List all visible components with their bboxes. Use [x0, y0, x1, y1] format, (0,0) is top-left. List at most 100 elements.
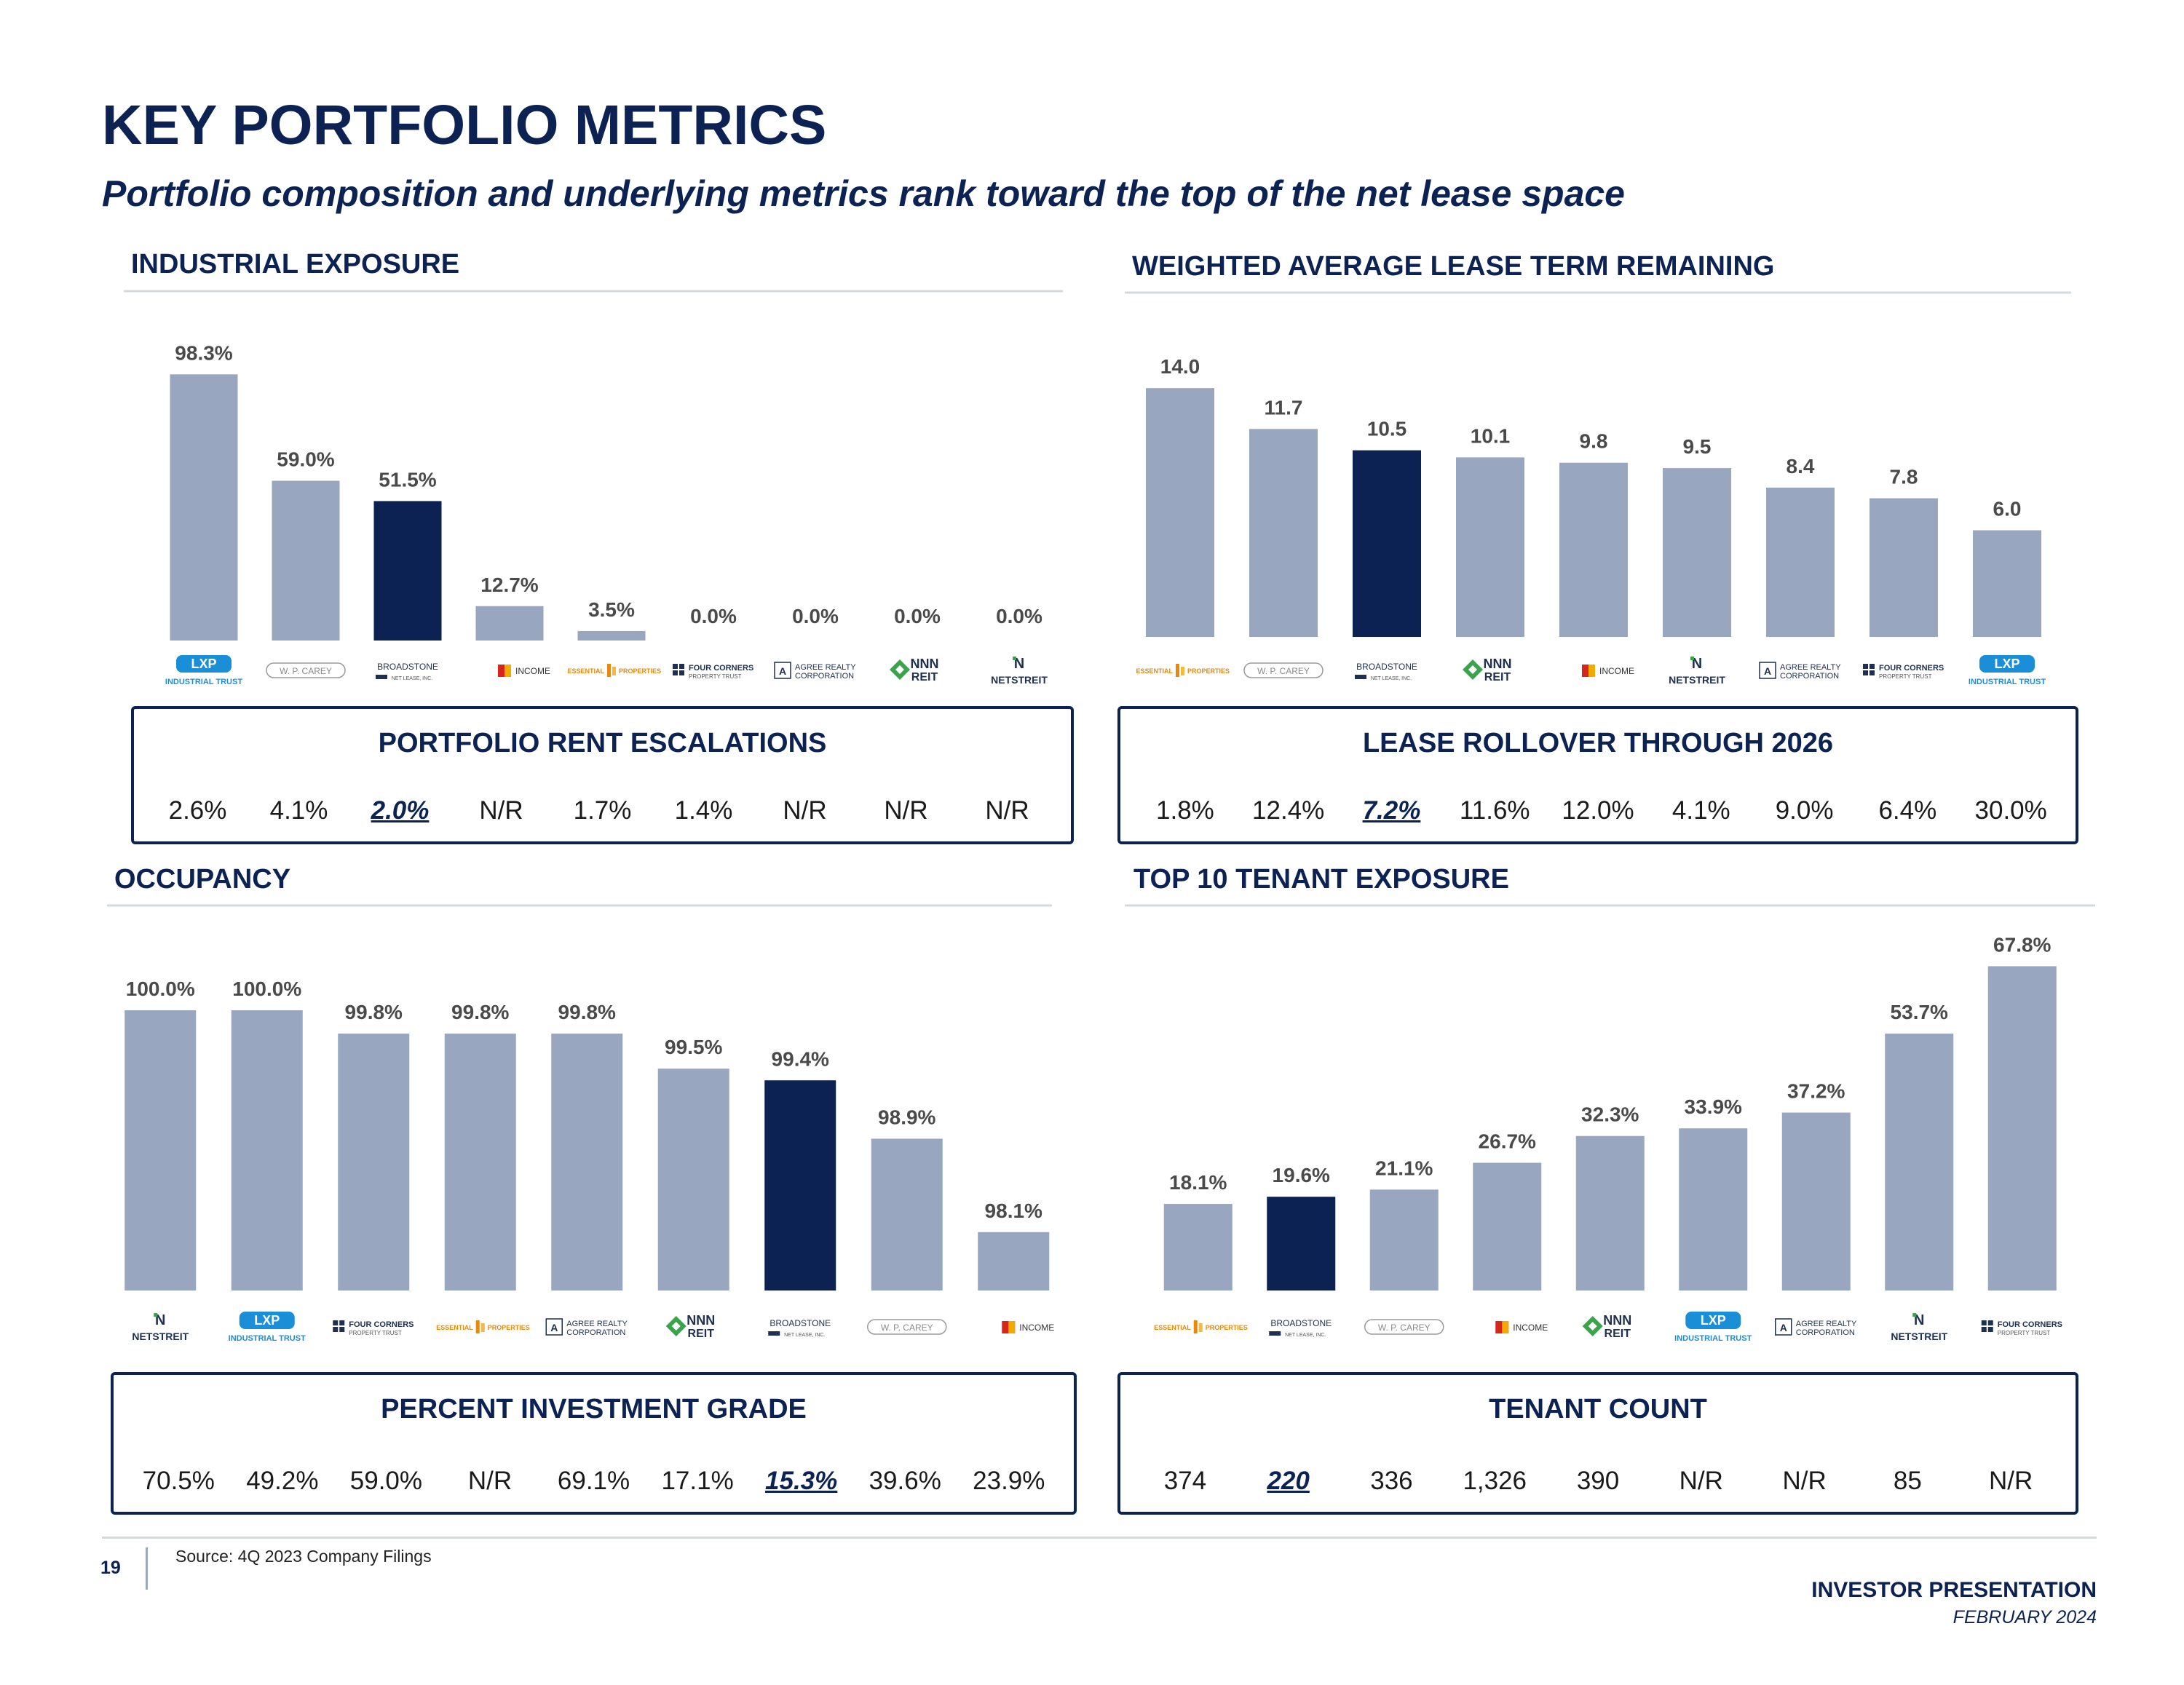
bar-value-label: 98.1% — [985, 1200, 1042, 1222]
nnn-mark-inner — [895, 665, 904, 674]
agree-mark-letter: A — [1780, 1322, 1787, 1333]
netstreit-mark-accent — [154, 1313, 158, 1317]
nnn-logo-text-b: REIT — [1484, 671, 1511, 683]
bar — [1267, 1197, 1336, 1290]
bar-value-label: 33.9% — [1685, 1095, 1742, 1118]
bar-value-label: 9.5 — [1683, 435, 1712, 458]
metric-value: 85 — [1893, 1467, 1922, 1495]
fourcorners-mark-4 — [679, 670, 684, 675]
agree-mark — [1775, 1318, 1792, 1336]
netstreit-mark: N — [1014, 656, 1024, 672]
metric-box-rent-escalations: PORTFOLIO RENT ESCALATIONS 2.6% 4.1% 2.0% N… — [131, 706, 1074, 844]
wpc-logo-text: W. P. CAREY — [881, 1323, 933, 1333]
metric-title: PORTFOLIO RENT ESCALATIONS — [378, 728, 827, 758]
agree-mark — [1759, 662, 1776, 679]
agree-logo-text-b: CORPORATION — [1796, 1328, 1855, 1337]
fourcorners-mark-2 — [1870, 664, 1875, 669]
brand-title: INVESTOR PRESENTATION — [1811, 1578, 2097, 1602]
nnn-logo-text-a: NNN — [1484, 657, 1512, 671]
fourcorners-mark-4 — [1870, 670, 1875, 675]
lxp-logo: LXP INDUSTRIAL TRUST — [1674, 1312, 1752, 1343]
broadstone-logo-text: BROADSTONE — [1270, 1318, 1332, 1328]
bar-value-label: 26.7% — [1479, 1130, 1536, 1153]
metric-value: N/R — [985, 796, 1029, 825]
realty-logo-text-b: INCOME — [1019, 1323, 1054, 1333]
broadstone-logo: BROADSTONE NET LEASE, INC. — [1355, 662, 1417, 681]
realty-logo-text-b: INCOME — [1599, 666, 1634, 676]
bar-value-label: 12.7% — [480, 574, 538, 596]
bar — [764, 1080, 836, 1290]
fourcorners-mark-1 — [673, 664, 678, 669]
metric-value: N/R — [1782, 1467, 1827, 1495]
bar — [1663, 468, 1731, 637]
bar-value-label: 99.8% — [558, 1001, 616, 1023]
fourcorners-mark-1 — [1863, 664, 1868, 669]
bar — [1559, 462, 1628, 637]
fourcorners-mark-3 — [1863, 670, 1868, 675]
source-note: Source: 4Q 2023 Company Filings — [175, 1547, 432, 1566]
metric-value: 1.7% — [573, 796, 632, 825]
metric-value: 30.0% — [1974, 796, 2047, 825]
metric-value: 1.8% — [1156, 796, 1214, 825]
realty-mark-accent — [1008, 1321, 1016, 1333]
fourcorners-logo-text-a: FOUR CORNERS — [1998, 1320, 2062, 1329]
chart-2: OCCUPANCY 100.0% 100.0% 99.8% 99.8% 99.8% 99.5… — [107, 864, 1052, 1290]
lxp-logo-text: LXP — [1701, 1313, 1726, 1328]
bar-value-label: 99.8% — [451, 1001, 509, 1023]
fourcorners-mark-2 — [679, 664, 684, 669]
broadstone-mark — [376, 675, 387, 679]
metric-title: PERCENT INVESTMENT GRADE — [381, 1394, 807, 1424]
metric-value: N/R — [884, 796, 928, 825]
lxp-logo-subtext: INDUSTRIAL TRUST — [1969, 678, 2046, 686]
bar-value-label: 37.2% — [1787, 1080, 1845, 1103]
page-number: 19 — [100, 1558, 121, 1578]
essential-logo-text-a: ESSENTIAL — [567, 667, 604, 675]
wpc-logo-text: W. P. CAREY — [1378, 1323, 1431, 1333]
nnn-logo-text-a: NNN — [911, 657, 939, 671]
netstreit-logo: N NETSTREIT — [1891, 1312, 1947, 1342]
metric-value: 220 — [1267, 1467, 1310, 1495]
bar — [1353, 450, 1421, 637]
realty-logo-text-b: INCOME — [515, 666, 550, 676]
lxp-logo: LXP INDUSTRIAL TRUST — [229, 1312, 306, 1343]
netstreit-logo: N NETSTREIT — [1669, 656, 1725, 686]
nnn-logo-text-a: NNN — [687, 1313, 715, 1328]
bar — [1781, 1112, 1851, 1290]
page-title: KEY PORTFOLIO METRICS — [102, 94, 827, 156]
fourcorners-mark-3 — [1981, 1327, 1987, 1332]
essential-mark — [475, 1320, 480, 1333]
lxp-logo-text: LXP — [254, 1313, 280, 1328]
wpc-logo: W. P. CAREY — [266, 662, 346, 678]
agree-mark — [545, 1318, 563, 1336]
metric-value: 1.4% — [674, 796, 733, 825]
bar — [1473, 1162, 1542, 1290]
page-subtitle: Portfolio composition and underlying met… — [102, 173, 1625, 214]
footer-divider — [102, 1537, 2097, 1539]
presentation-brand: INVESTOR PRESENTATION FEBRUARY 2024 — [1811, 1578, 2097, 1628]
bar — [1766, 487, 1835, 637]
lxp-logo-text: LXP — [191, 657, 216, 671]
metric-value: N/R — [783, 796, 827, 825]
fourcorners-mark-2 — [339, 1320, 345, 1325]
agree-logo-text-a: AGREE REALTY — [1796, 1320, 1857, 1328]
essential-mark — [607, 664, 611, 677]
bar — [1456, 457, 1524, 637]
bar — [1163, 1204, 1233, 1290]
broadstone-mark — [1355, 675, 1366, 679]
lxp-badge — [1685, 1312, 1741, 1329]
netstreit-logo-text: NETSTREIT — [1891, 1331, 1947, 1342]
lxp-logo: LXP INDUSTRIAL TRUST — [1969, 655, 2046, 686]
bar-value-label: 99.4% — [772, 1047, 829, 1070]
nnn-mark-inner — [1468, 665, 1477, 674]
agree-logo-text-b: CORPORATION — [566, 1328, 625, 1337]
fourcorners-mark-4 — [339, 1327, 345, 1332]
chart-0: INDUSTRIAL EXPOSURE 98.3% 59.0% 51.5% 12.7% 3… — [124, 249, 1063, 641]
metric-value: 390 — [1576, 1467, 1620, 1495]
essential-mark-b — [1198, 1323, 1203, 1332]
fourcorners-logo-text-b: PROPERTY TRUST — [689, 673, 742, 680]
broadstone-mark — [768, 1331, 780, 1336]
broadstone-logo-text: BROADSTONE — [1356, 662, 1417, 672]
metric-title: LEASE ROLLOVER THROUGH 2026 — [1362, 728, 1834, 758]
